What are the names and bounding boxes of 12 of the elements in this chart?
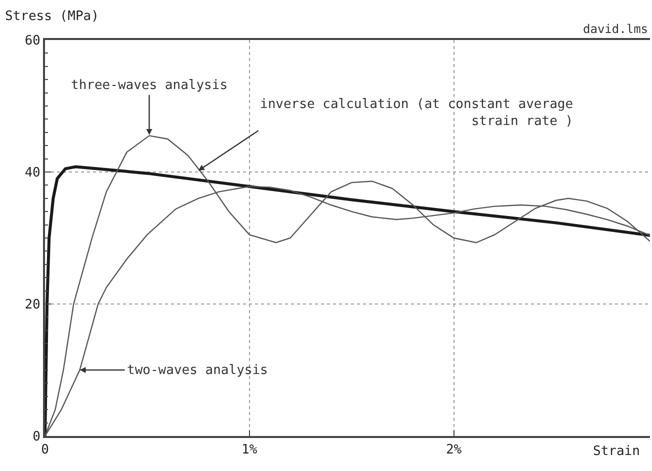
y-tick-label: 60 <box>24 34 40 49</box>
y-tick-label: 20 <box>24 298 40 313</box>
x-tick-label: 2% <box>446 442 462 458</box>
annotation: inverse calculation (at constant average strain rate ) <box>260 97 574 129</box>
y-axis-title: Stress (MPa) <box>5 9 99 24</box>
annotation: three-waves analysis <box>71 78 228 93</box>
text: david.lms <box>583 22 648 36</box>
annotation: two-waves analysis <box>127 363 268 378</box>
y-tick-label: 40 <box>24 166 40 181</box>
x-tick-label: 1% <box>242 442 258 458</box>
x-axis-title: Strain <box>593 444 640 459</box>
y-tick-label: 0 <box>32 430 40 445</box>
